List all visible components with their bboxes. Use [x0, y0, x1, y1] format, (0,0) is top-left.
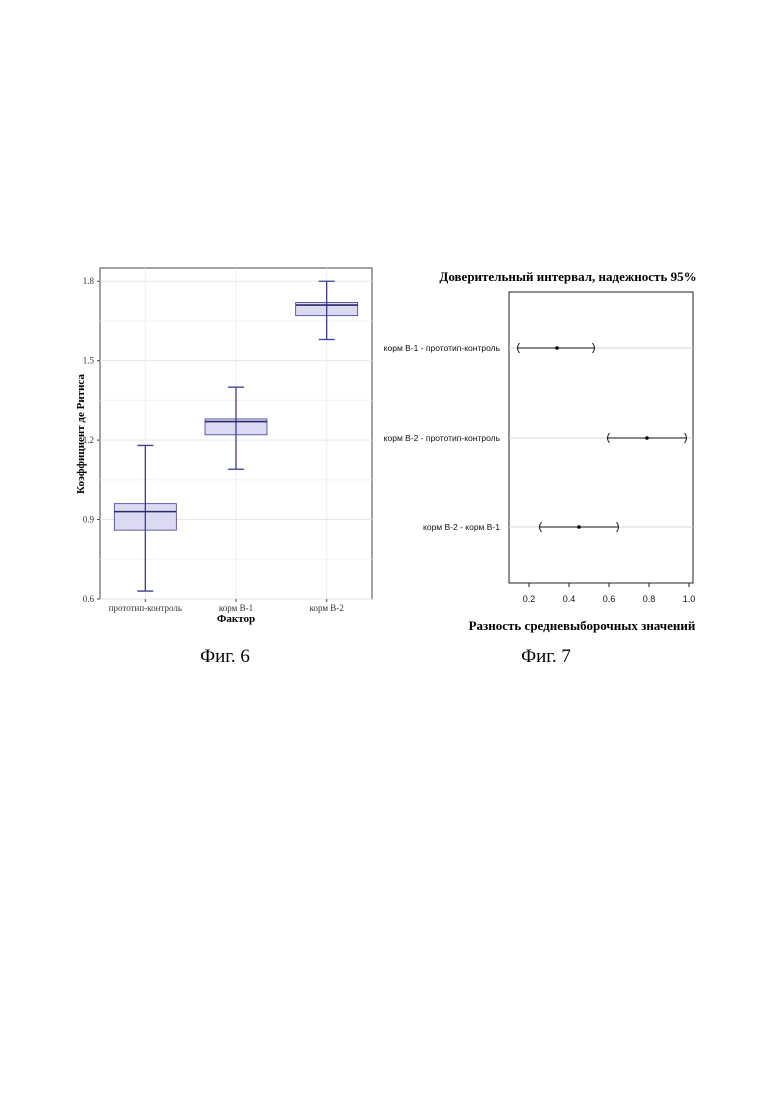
category-label: корм В-2 - прототип-контроль [384, 433, 501, 443]
y-tick-label: 0.9 [83, 515, 95, 525]
boxplot-x-axis-label: Фактор [217, 613, 255, 625]
figure-6-caption: Фиг. 6 [200, 646, 250, 667]
boxplot-y-axis-label: Коэффициент де Ритиса [75, 374, 87, 494]
y-tick-label: 1.5 [83, 356, 95, 366]
y-tick-label: 1.8 [83, 276, 95, 286]
mean-point [577, 525, 581, 529]
mean-point [555, 346, 559, 350]
x-tick-label: корм В-2 [310, 603, 344, 613]
category-label: корм В-2 - корм В-1 [423, 522, 500, 532]
y-tick-label: 0.6 [83, 594, 95, 604]
x-tick-label: 0.6 [603, 594, 616, 604]
interval-x-ticks: 0.2 0.4 0.6 0.8 1.0 [523, 583, 696, 604]
interval-figure: Доверительный интервал, надежность 95% 0… [384, 269, 697, 633]
x-tick-label: 1.0 [683, 594, 696, 604]
x-tick-label: прототип-контроль [109, 603, 182, 613]
x-tick-label: 0.8 [643, 594, 656, 604]
x-tick-label: 0.2 [523, 594, 536, 604]
interval-chart-title: Доверительный интервал, надежность 95% [439, 269, 696, 284]
mean-point [645, 436, 649, 440]
x-tick-label: корм В-1 [219, 603, 253, 613]
interval-x-axis-label: Разность средневыборочных значений [469, 618, 696, 633]
category-label: корм В-1 - прототип-контроль [384, 343, 501, 353]
boxplot-figure: 0.60.91.21.51.8 прототип-контролькорм В-… [75, 268, 372, 625]
interval-category-labels: корм В-1 - прототип-контроль корм В-2 - п… [384, 343, 501, 532]
figure-7-caption: Фиг. 7 [521, 646, 571, 667]
boxplot-x-ticks: прототип-контроль корм В-1 корм В-2 [109, 599, 344, 613]
x-tick-label: 0.4 [563, 594, 576, 604]
